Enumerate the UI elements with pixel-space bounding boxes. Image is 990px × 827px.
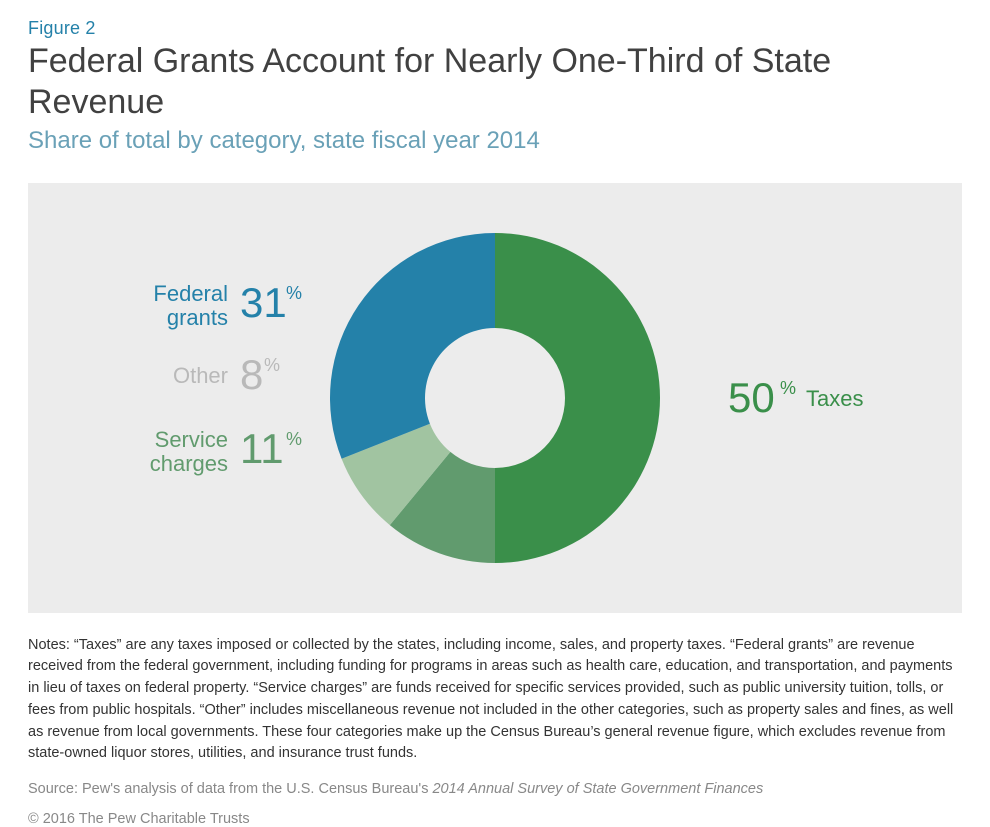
svg-text:grants: grants: [167, 305, 228, 330]
svg-text:8: 8: [240, 351, 263, 398]
chart-panel: 50%TaxesServicecharges11%Other8%Federalg…: [28, 183, 962, 613]
label-federal: Federalgrants 31%: [153, 279, 302, 330]
figure-label: Figure 2: [28, 18, 962, 39]
svg-text:Service: Service: [155, 427, 228, 452]
chart-subtitle: Share of total by category, state fiscal…: [28, 127, 962, 155]
source-text: Source: Pew's analysis of data from the …: [28, 781, 962, 797]
svg-text:%: %: [286, 429, 302, 449]
svg-text:50: 50: [728, 374, 775, 421]
svg-text:charges: charges: [150, 451, 228, 476]
donut-chart: 50%TaxesServicecharges11%Other8%Federalg…: [28, 183, 962, 613]
svg-text:31: 31: [240, 279, 287, 326]
label-service: Servicecharges 11%: [150, 425, 302, 476]
svg-text:11: 11: [240, 425, 284, 472]
svg-text:%: %: [780, 378, 796, 398]
svg-text:%: %: [264, 355, 280, 375]
svg-text:Other: Other: [173, 363, 228, 388]
svg-text:Federal: Federal: [153, 281, 228, 306]
svg-text:Taxes: Taxes: [806, 386, 863, 411]
notes-text: Notes: “Taxes” are any taxes imposed or …: [28, 635, 962, 766]
source-prefix: Source: Pew's analysis of data from the …: [28, 781, 432, 797]
chart-title: Federal Grants Account for Nearly One-Th…: [28, 41, 962, 123]
copyright-text: © 2016 The Pew Charitable Trusts: [28, 811, 962, 827]
source-italic: 2014 Annual Survey of State Government F…: [432, 781, 763, 797]
svg-text:%: %: [286, 283, 302, 303]
